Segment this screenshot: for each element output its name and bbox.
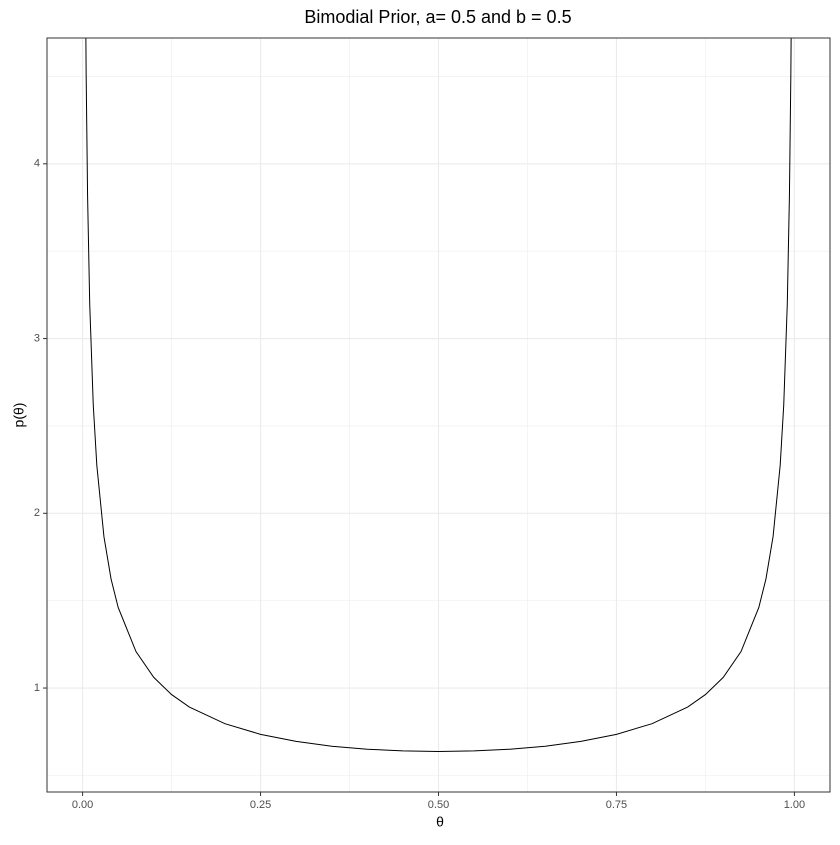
y-tick-label: 1: [34, 682, 40, 694]
line: [85, 38, 792, 753]
x-tick-label: 0.50: [428, 799, 449, 811]
plot-area: [85, 38, 792, 753]
y-axis-label: p(θ): [11, 403, 27, 428]
panel-border: [46, 37, 831, 793]
y-tick-label: 4: [34, 158, 40, 170]
x-tick-label: 0.75: [606, 799, 627, 811]
y-tick-label: 3: [34, 332, 40, 344]
x-tick-label: 1.00: [784, 799, 805, 811]
x-tick-label: 0.25: [250, 799, 271, 811]
x-tick-label: 0.00: [72, 799, 93, 811]
x-axis-label: θ: [436, 814, 444, 830]
y-tick-label: 2: [34, 507, 40, 519]
chart-title: Bimodial Prior, a= 0.5 and b = 0.5: [304, 7, 571, 27]
